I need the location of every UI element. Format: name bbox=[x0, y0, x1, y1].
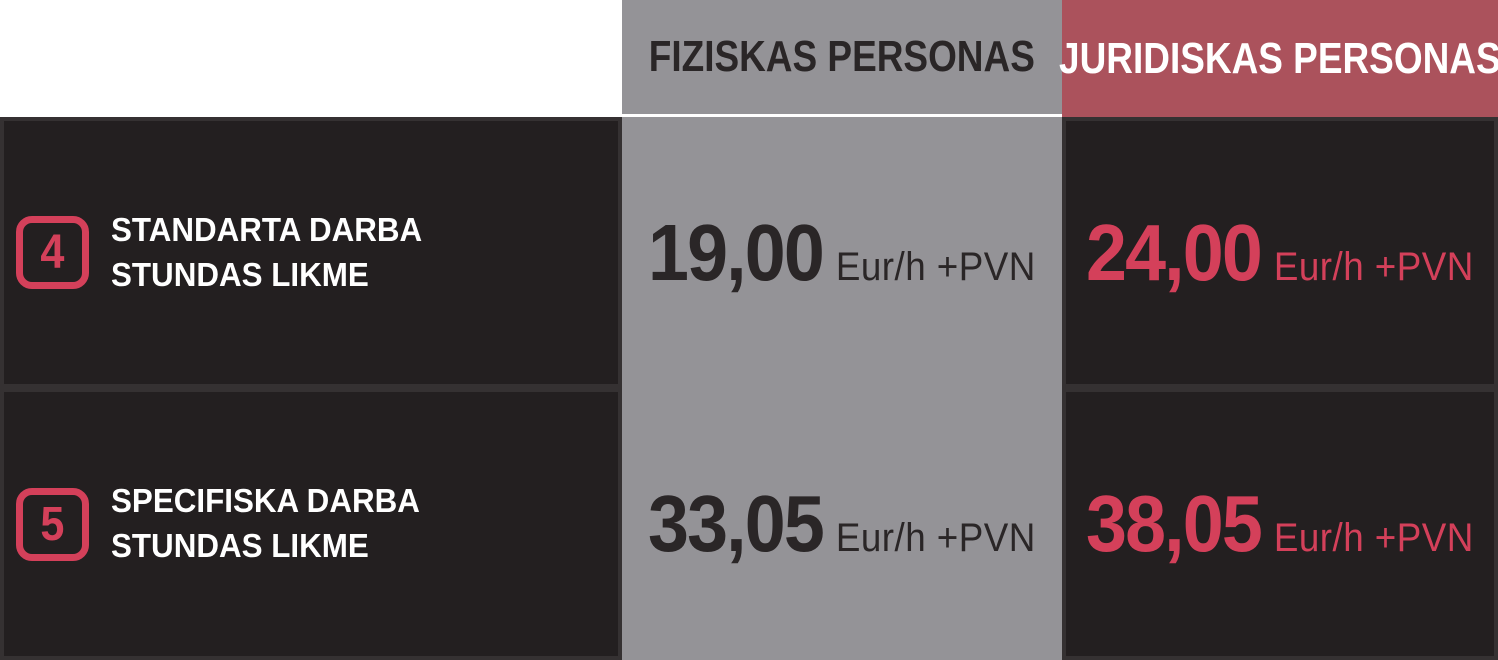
header-juridiskas-personas: JURIDISKAS PERSONAS bbox=[1059, 0, 1498, 117]
row5-fiziskas-unit: Eur/h +PVN bbox=[835, 516, 1036, 560]
header-juridiskas-label: JURIDISKAS PERSONAS bbox=[1059, 33, 1498, 83]
row4-fiziskas-amount: 19,00 bbox=[648, 207, 825, 297]
row4-juridiskas-amount: 24,00 bbox=[1086, 207, 1263, 297]
row4-fiziskas-price-cell: 19,00 Eur/h +PVN bbox=[622, 117, 1062, 388]
row4-number: 4 bbox=[40, 226, 65, 279]
header-fiziskas-personas: FIZISKAS PERSONAS bbox=[622, 0, 1062, 117]
row5-juridiskas-amount: 38,05 bbox=[1086, 479, 1263, 568]
row5-number-badge: 5 bbox=[16, 487, 89, 561]
row4-juridiskas-price-cell: 24,00 Eur/h +PVN bbox=[1062, 117, 1498, 388]
row4-label-line1: STANDARTA DARBA bbox=[111, 210, 423, 248]
row5-label: SPECIFISKA DARBA STUNDAS LIKME bbox=[111, 479, 436, 569]
row5-label-cell: 5 SPECIFISKA DARBA STUNDAS LIKME bbox=[0, 388, 622, 660]
row5-juridiskas-price-cell: 38,05 Eur/h +PVN bbox=[1062, 388, 1498, 660]
row4-label-line2: STUNDAS LIKME bbox=[111, 255, 369, 293]
header-empty-cell bbox=[0, 0, 622, 117]
row4-fiziskas-price: 19,00 Eur/h +PVN bbox=[648, 207, 1036, 299]
row5-fiziskas-price-cell: 33,05 Eur/h +PVN bbox=[622, 388, 1062, 660]
header-fiziskas-label: FIZISKAS PERSONAS bbox=[648, 32, 1036, 81]
row5-juridiskas-price: 38,05 Eur/h +PVN bbox=[1086, 478, 1474, 570]
row5-juridiskas-unit: Eur/h +PVN bbox=[1273, 516, 1474, 560]
row5-label-line1: SPECIFISKA DARBA bbox=[111, 482, 420, 520]
row4-juridiskas-unit: Eur/h +PVN bbox=[1273, 244, 1474, 289]
row4-number-badge: 4 bbox=[16, 216, 89, 289]
row4-label-cell: 4 STANDARTA DARBA STUNDAS LIKME bbox=[0, 117, 622, 388]
row4-juridiskas-price: 24,00 Eur/h +PVN bbox=[1086, 207, 1474, 299]
row5-label-line2: STUNDAS LIKME bbox=[111, 527, 369, 564]
row5-fiziskas-price: 33,05 Eur/h +PVN bbox=[648, 478, 1036, 570]
row4-label: STANDARTA DARBA STUNDAS LIKME bbox=[111, 208, 439, 298]
row5-number: 5 bbox=[40, 497, 65, 551]
row4-fiziskas-unit: Eur/h +PVN bbox=[835, 244, 1036, 289]
row5-fiziskas-amount: 33,05 bbox=[648, 479, 825, 568]
